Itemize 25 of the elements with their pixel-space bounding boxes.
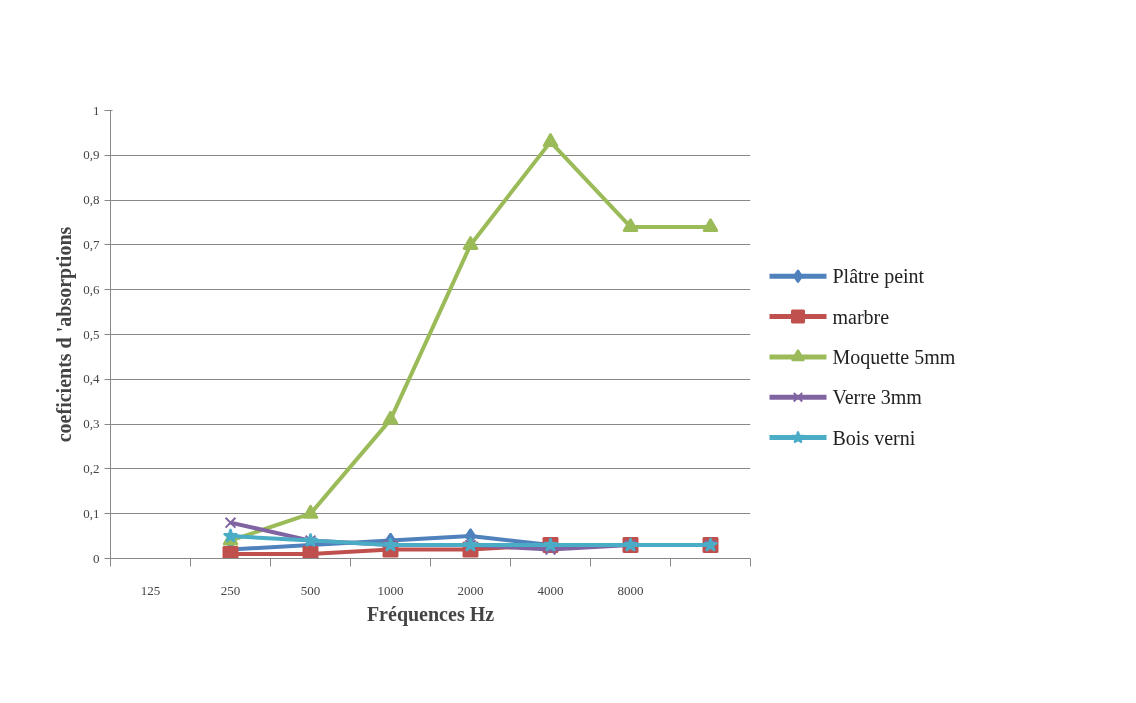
x-tick-label: 2000 bbox=[457, 582, 484, 598]
y-tick-label: 0,4 bbox=[83, 371, 100, 387]
y-tick-label: 0,1 bbox=[83, 505, 100, 521]
x-tick-label: 500 bbox=[300, 582, 321, 598]
y-tick-label: 0,5 bbox=[83, 326, 100, 342]
y-tick-label: 0,3 bbox=[83, 416, 100, 432]
x-tick-label: 1000 bbox=[377, 582, 404, 598]
legend-label: Bois verni bbox=[832, 426, 916, 449]
legend-label: Moquette 5mm bbox=[832, 345, 956, 369]
y-tick-label: 1 bbox=[93, 102, 100, 118]
legend-label: Plâtre peint bbox=[832, 265, 925, 289]
y-tick-label: 0,6 bbox=[83, 281, 100, 297]
legend-label: Verre 3mm bbox=[832, 386, 923, 409]
x-tick-label: 4000 bbox=[537, 582, 564, 598]
y-tick-label: 0,7 bbox=[83, 236, 100, 252]
legend-label: marbre bbox=[832, 305, 890, 328]
y-axis-title: coeficients d 'absorptions bbox=[53, 226, 77, 443]
x-tick-label: 250 bbox=[220, 582, 241, 598]
y-tick-label: 0,9 bbox=[83, 147, 100, 163]
x-tick-label: 8000 bbox=[617, 582, 644, 598]
y-tick-label: 0,2 bbox=[83, 460, 100, 476]
x-axis-title: Fréquences Hz bbox=[366, 602, 495, 626]
y-tick-label: 0 bbox=[93, 550, 100, 566]
y-tick-label: 0,8 bbox=[83, 192, 100, 208]
x-tick-label: 125 bbox=[140, 582, 161, 598]
